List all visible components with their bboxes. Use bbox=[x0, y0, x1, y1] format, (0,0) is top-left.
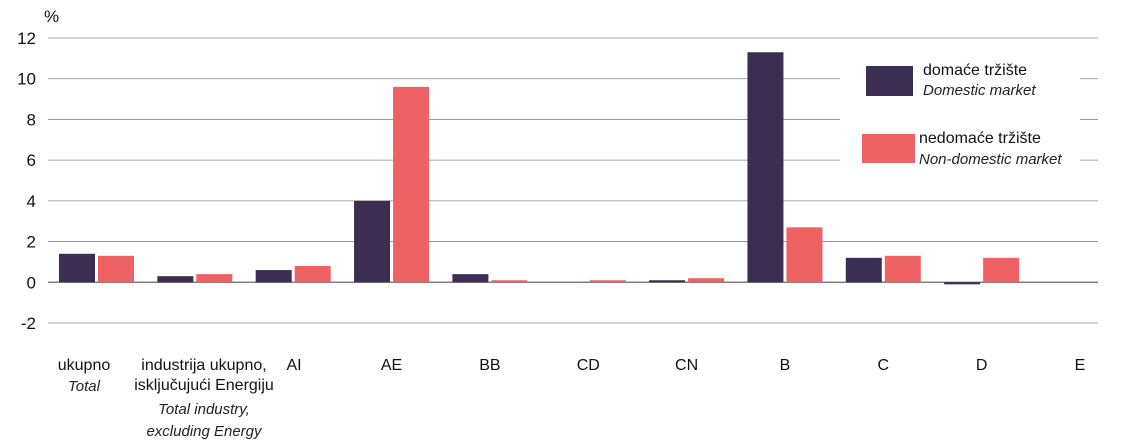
x-tick-label: industrija ukupno, bbox=[141, 357, 266, 374]
x-tick-label: CD bbox=[577, 357, 600, 374]
bar-non-domestic bbox=[786, 227, 823, 283]
bars bbox=[59, 52, 1020, 285]
legend: domaće tržište Domestic market nedomaće … bbox=[840, 56, 1080, 191]
x-tick-label: C bbox=[878, 357, 890, 374]
y-axis-label: % bbox=[44, 7, 59, 26]
y-axis-ticks: 12 10 8 6 4 2 0 -2 bbox=[17, 29, 36, 333]
bar-non-domestic bbox=[983, 257, 1020, 283]
bar-domestic bbox=[59, 253, 95, 283]
bar-non-domestic bbox=[294, 266, 331, 283]
x-tick-label-en: excluding Energy bbox=[146, 423, 263, 440]
bar-domestic bbox=[452, 274, 489, 283]
x-tick-label: E bbox=[1075, 357, 1086, 374]
y-tick-label: 10 bbox=[17, 70, 36, 89]
bar-domestic bbox=[845, 257, 882, 283]
bar-non-domestic bbox=[196, 274, 233, 283]
bar-domestic bbox=[255, 270, 292, 283]
bar-non-domestic bbox=[491, 280, 528, 283]
x-tick-label: AI bbox=[286, 357, 301, 374]
x-tick-label: CN bbox=[675, 357, 698, 374]
x-tick-label: BB bbox=[479, 357, 500, 374]
bar-domestic bbox=[747, 52, 784, 283]
legend-label-non-domestic: nedomaće tržište bbox=[919, 130, 1041, 147]
bar-domestic bbox=[649, 280, 686, 283]
legend-swatch-non-domestic bbox=[862, 134, 915, 163]
legend-label-domestic: domaće tržište bbox=[923, 62, 1027, 79]
bar-domestic bbox=[157, 276, 194, 283]
x-tick-label-en: Total bbox=[68, 378, 101, 395]
y-tick-label: 0 bbox=[27, 273, 36, 292]
x-tick-label-en: Total industry, bbox=[158, 401, 250, 418]
x-tick-label: AE bbox=[381, 357, 402, 374]
x-tick-label: D bbox=[976, 357, 988, 374]
bar-non-domestic bbox=[98, 255, 134, 283]
bar-domestic bbox=[354, 200, 391, 283]
bar-non-domestic bbox=[884, 255, 921, 283]
x-tick-label: isključujući Energiju bbox=[134, 377, 274, 394]
x-axis-labels: ukupno Total industrija ukupno, isključujuć… bbox=[58, 357, 1086, 440]
y-tick-label: 8 bbox=[27, 110, 36, 129]
y-tick-label: -2 bbox=[21, 314, 36, 333]
bar-non-domestic bbox=[589, 280, 626, 283]
legend-label-non-domestic-en: Non-domestic market bbox=[919, 151, 1062, 168]
bar-domestic bbox=[944, 282, 981, 285]
x-tick-label: B bbox=[780, 357, 791, 374]
bar-non-domestic bbox=[688, 278, 725, 283]
y-tick-label: 4 bbox=[27, 192, 36, 211]
y-tick-label: 12 bbox=[17, 29, 36, 48]
y-tick-label: 6 bbox=[27, 151, 36, 170]
legend-swatch-domestic bbox=[866, 66, 913, 96]
y-tick-label: 2 bbox=[27, 233, 36, 252]
x-tick-label: ukupno bbox=[58, 357, 111, 374]
legend-label-domestic-en: Domestic market bbox=[923, 82, 1036, 99]
bar-non-domestic bbox=[393, 86, 430, 283]
